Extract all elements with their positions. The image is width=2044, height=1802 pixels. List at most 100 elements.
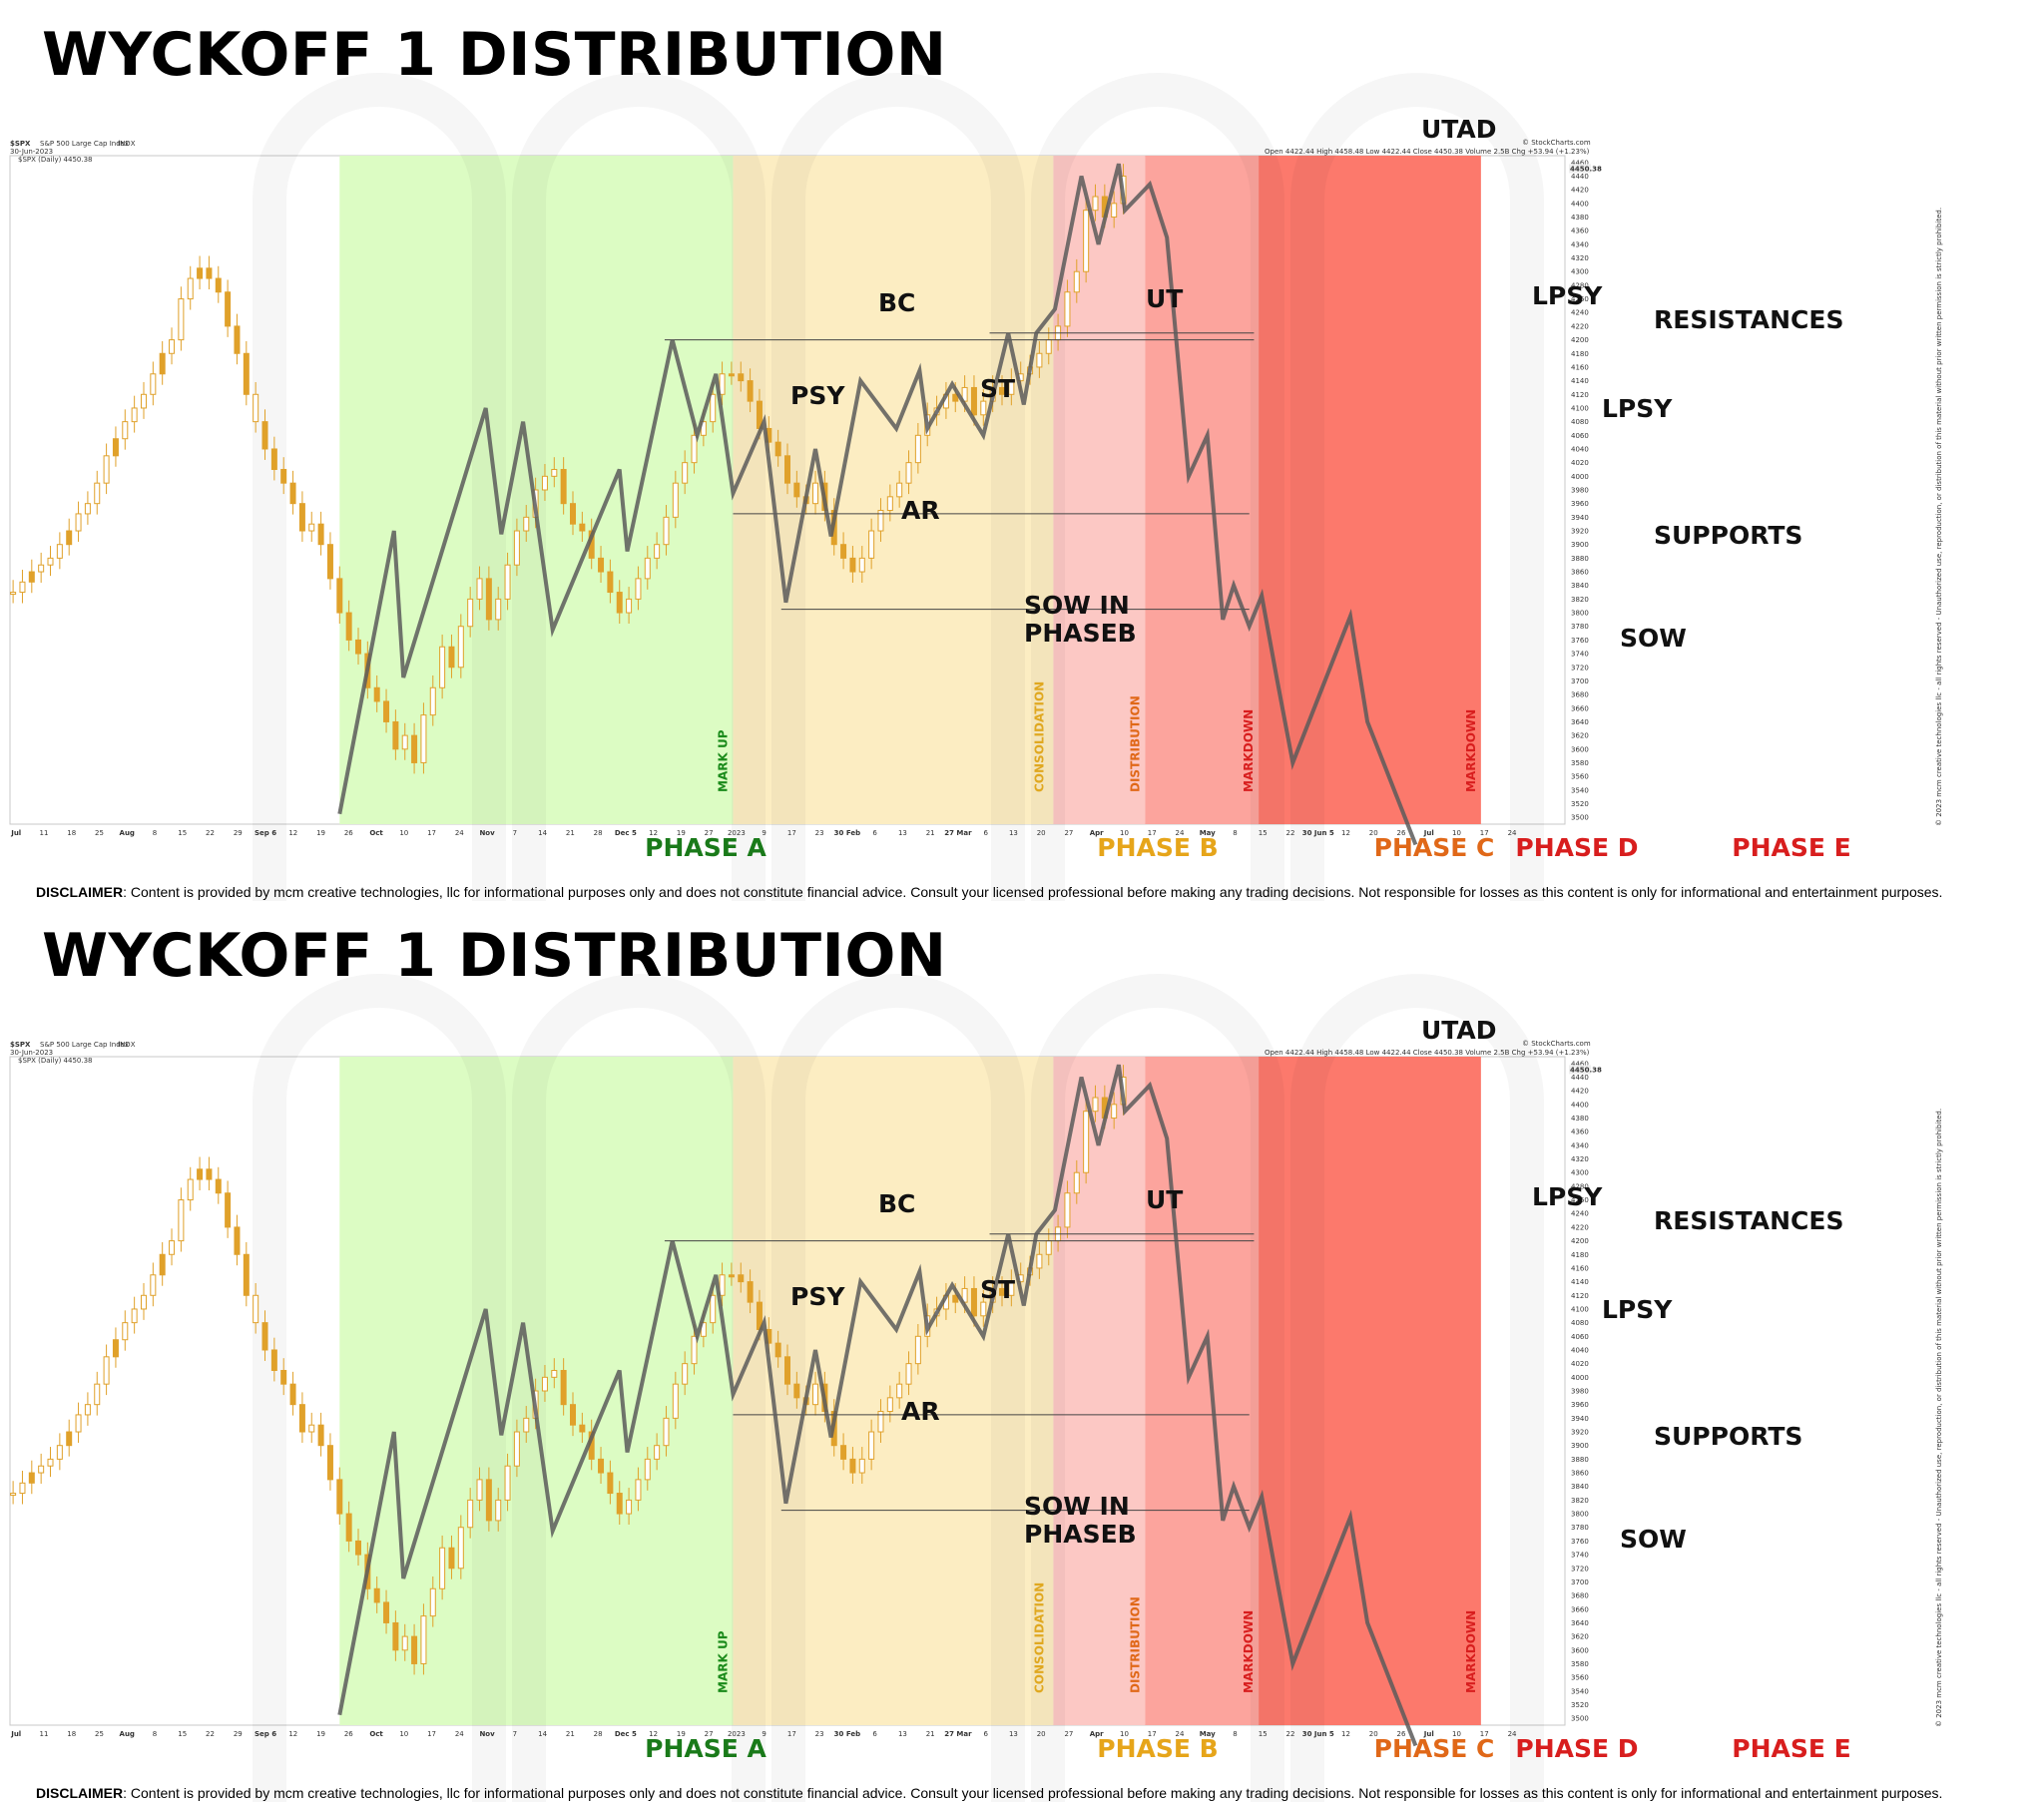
y-tick-label: 4040 (1571, 445, 1589, 453)
phase-tag-1: MARK UP (716, 1630, 730, 1693)
candle-body (169, 1240, 176, 1255)
x-tick-label: 20 (1369, 1730, 1378, 1738)
candle-body (317, 1424, 324, 1447)
y-tick-label: 3920 (1571, 1429, 1589, 1437)
bc-label: BC (878, 288, 915, 317)
phase-label-2: PHASE B (1097, 1734, 1218, 1763)
candle-body (654, 544, 661, 559)
candle-body (439, 1547, 446, 1589)
y-tick-label: 4280 (1571, 1182, 1589, 1190)
x-tick-label: 12 (1341, 1730, 1350, 1738)
candle-body (131, 1308, 138, 1324)
ar-label: AR (901, 1397, 940, 1426)
candle-body (215, 1178, 222, 1194)
disclaimer-text: : Content is provided by mcm creative te… (123, 1785, 1943, 1801)
y-tick-label: 4060 (1571, 432, 1589, 440)
lpsy-lower-label: LPSY (1602, 1295, 1673, 1324)
x-tick-label: 6 (983, 1730, 988, 1738)
candle-body (187, 1178, 194, 1201)
candle-body (607, 1472, 614, 1495)
y-tick-label: 4340 (1571, 240, 1589, 248)
page-title: WYCKOFF 1 DISTRIBUTION (42, 20, 947, 90)
sow-in-phaseb-line2: PHASEB (1024, 619, 1137, 648)
x-tick-label: Dec 5 (615, 1730, 637, 1738)
candle-body (336, 1479, 343, 1515)
bc-label: BC (878, 1189, 915, 1218)
x-tick-label: 21 (566, 829, 575, 837)
y-tick-label: 3540 (1571, 1687, 1589, 1695)
y-tick-label: 3520 (1571, 1701, 1589, 1709)
x-tick-label: 30 Jun 5 (1302, 1730, 1334, 1738)
phase-label-2: PHASE B (1097, 833, 1218, 862)
y-tick-label: 3500 (1571, 814, 1589, 822)
candle-body (896, 1383, 903, 1399)
candle-body (523, 516, 530, 532)
disclaimer: DISCLAIMER: Content is provided by mcm c… (36, 1785, 1942, 1801)
candle-body (56, 544, 63, 559)
y-tick-label: 3700 (1571, 677, 1589, 685)
candle-body (253, 1294, 259, 1324)
candle-body (849, 1458, 856, 1474)
supports-label: SUPPORTS (1654, 521, 1802, 550)
y-tick-label: 3660 (1571, 1605, 1589, 1613)
y-tick-label: 4060 (1571, 1333, 1589, 1341)
chart-name: S&P 500 Large Cap Index (40, 140, 129, 148)
candle-body (877, 510, 884, 532)
candle-body (598, 1458, 605, 1474)
candle-body (812, 1383, 819, 1406)
chart-exchange: INDX (118, 140, 136, 148)
candle-body (270, 1349, 277, 1371)
candle-body (886, 496, 893, 512)
candle-body (569, 503, 576, 525)
y-tick-label: 4360 (1571, 1128, 1589, 1136)
y-tick-label: 4260 (1571, 295, 1589, 303)
x-tick-label: 27 (1064, 1730, 1073, 1738)
candle-body (383, 700, 390, 722)
y-tick-label: 4120 (1571, 1292, 1589, 1300)
candle-body (103, 1356, 110, 1385)
y-tick-label: 4280 (1571, 281, 1589, 289)
x-tick-label: 27 Mar (944, 829, 972, 837)
last-price-tag-bg (1569, 1065, 1591, 1075)
y-tick-label: 4440 (1571, 173, 1589, 181)
candle-body (719, 373, 726, 395)
candle-body (644, 557, 651, 580)
candle-body (1111, 1104, 1118, 1120)
candle-body (626, 1499, 633, 1515)
y-tick-label: 3860 (1571, 1470, 1589, 1478)
y-tick-label: 3940 (1571, 1415, 1589, 1423)
y-tick-label: 4460 (1571, 1060, 1589, 1068)
chart-source: © StockCharts.com (1522, 139, 1591, 147)
candle-body (234, 1226, 241, 1255)
copyright-text: © 2023 mcm creative technologies llc - a… (1935, 208, 1943, 826)
candle-body (411, 1635, 418, 1664)
candle-body (187, 277, 194, 300)
candle-body (579, 523, 586, 532)
candle-body (495, 1499, 502, 1522)
candle-body (420, 1615, 427, 1664)
st-label: ST (980, 1275, 1015, 1304)
candle-body (672, 482, 679, 518)
y-tick-label: 4400 (1571, 200, 1589, 208)
x-tick-label: 14 (538, 829, 547, 837)
ut-label: UT (1146, 1185, 1183, 1214)
candle-body (103, 455, 110, 484)
y-tick-label: 4300 (1571, 268, 1589, 276)
candle-body (970, 386, 977, 416)
x-tick-label: 7 (513, 829, 517, 837)
candle-body (793, 1383, 800, 1399)
candle-body (1092, 196, 1099, 212)
x-tick-label: 19 (316, 829, 325, 837)
y-tick-label: 3680 (1571, 1592, 1589, 1600)
chart-date: 30-Jun-2023 (10, 148, 53, 156)
x-tick-label: 20 (1037, 829, 1046, 837)
y-tick-label: 3920 (1571, 528, 1589, 536)
x-tick-label: Apr (1090, 1730, 1104, 1738)
candle-body (66, 530, 73, 546)
x-tick-label: 7 (513, 1730, 517, 1738)
phase-tag-3: DISTRIBUTION (1128, 1596, 1142, 1693)
y-tick-label: 4240 (1571, 1210, 1589, 1218)
resistances-label: RESISTANCES (1654, 1206, 1843, 1235)
candle-body (476, 1479, 483, 1501)
candle-body (383, 1601, 390, 1623)
